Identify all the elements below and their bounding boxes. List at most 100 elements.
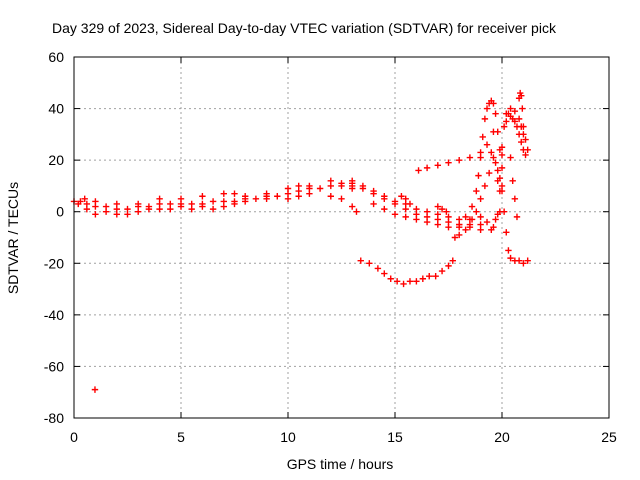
data-point [306, 182, 313, 190]
data-point [522, 151, 529, 159]
data-point [477, 154, 484, 161]
x-tick-label: 15 [387, 429, 403, 445]
data-point [284, 195, 292, 203]
y-tick-label: 0 [56, 204, 64, 220]
data-point [511, 107, 519, 115]
data-point [338, 195, 345, 203]
data-point [419, 275, 427, 282]
data-point [366, 260, 373, 267]
data-point [199, 203, 206, 210]
data-point [81, 195, 88, 203]
data-point [500, 123, 508, 130]
data-point [496, 174, 504, 182]
series-outlier [91, 386, 99, 393]
data-point [449, 257, 456, 264]
data-point [135, 208, 142, 215]
series-stub-17 [434, 203, 450, 215]
data-point [462, 226, 469, 233]
data-point [434, 221, 441, 228]
data-point [387, 275, 394, 282]
series-dip [490, 208, 504, 231]
y-tick-label: 60 [48, 49, 64, 65]
data-point [423, 208, 431, 215]
data-point [468, 216, 476, 223]
data-point [434, 203, 441, 210]
data-point [519, 105, 526, 112]
data-point [518, 138, 525, 146]
data-point [327, 193, 334, 200]
data-point [443, 208, 450, 215]
data-point [520, 123, 527, 130]
data-point [370, 200, 377, 208]
x-tick-label: 0 [70, 429, 78, 445]
series-loop-b [494, 105, 531, 184]
data-point [498, 187, 506, 195]
data-point [406, 278, 414, 285]
data-point [462, 213, 469, 221]
series-rise-a [451, 169, 493, 241]
data-point [423, 164, 431, 172]
data-point [353, 208, 360, 215]
data-point [483, 141, 491, 148]
x-tick-label: 20 [494, 429, 510, 445]
data-point [445, 223, 452, 231]
data-point [284, 185, 292, 192]
data-point [475, 172, 482, 179]
data-point [242, 193, 249, 200]
data-point [511, 195, 519, 203]
data-point [102, 208, 110, 215]
data-point [359, 182, 367, 190]
data-point [306, 190, 313, 197]
data-point [492, 216, 499, 223]
data-point [509, 177, 516, 184]
data-point [483, 105, 491, 112]
y-tick-label: -40 [44, 307, 64, 323]
data-point [490, 100, 497, 107]
data-point [490, 154, 497, 161]
data-point [413, 216, 420, 223]
data-point [83, 205, 91, 213]
data-point [438, 205, 446, 213]
data-point [426, 272, 433, 280]
data-point [503, 229, 510, 236]
data-point [156, 195, 163, 203]
data-point [434, 162, 441, 169]
axis-ticks [73, 56, 610, 419]
data-point [456, 221, 463, 228]
data-point [91, 386, 99, 393]
y-tick-labels: -80 -60 -40 -20 0 20 40 60 [44, 49, 64, 426]
data-point [432, 272, 439, 280]
data-point [456, 156, 463, 164]
data-point [370, 187, 377, 195]
data-point [220, 190, 227, 197]
data-point [515, 115, 523, 123]
y-axis-title: SDTVAR / TECUs [5, 182, 21, 294]
series-band-lower [75, 190, 360, 218]
x-tick-label: 25 [601, 429, 617, 445]
data-point [477, 195, 484, 203]
data-point [466, 154, 474, 161]
data-point [522, 136, 529, 143]
data-point [400, 280, 407, 288]
x-tick-label: 10 [280, 429, 296, 445]
data-point [507, 254, 514, 262]
data-point [518, 92, 525, 99]
data-point [391, 198, 399, 205]
data-point [402, 195, 409, 203]
data-point [327, 177, 334, 184]
data-point [415, 167, 422, 174]
data-point [295, 182, 302, 190]
data-point [406, 200, 414, 208]
series-trend-3 [370, 200, 495, 233]
data-point [466, 223, 474, 231]
data-point [156, 205, 163, 213]
data-point [445, 159, 452, 166]
data-point [231, 190, 238, 197]
series-band-19-20 [488, 149, 506, 190]
data-point [492, 159, 499, 166]
x-tick-label: 5 [177, 429, 185, 445]
data-point [381, 193, 388, 200]
series-spike-20-5 [507, 154, 521, 221]
data-point [381, 270, 388, 277]
